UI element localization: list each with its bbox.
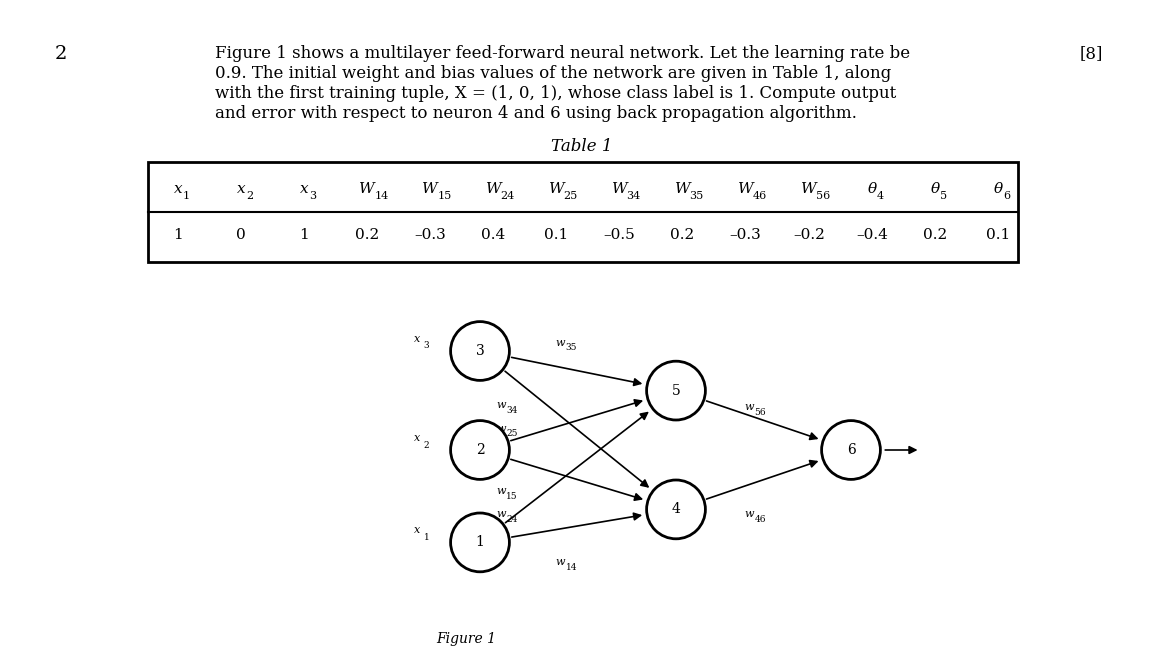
Text: 35: 35 [566,343,577,352]
Circle shape [450,513,510,572]
Text: x: x [236,182,246,196]
Text: 24: 24 [506,515,517,524]
Text: 56: 56 [816,191,830,201]
Text: 2: 2 [55,45,68,63]
Text: w: w [555,557,566,567]
Text: w: w [745,510,754,520]
Text: 2: 2 [476,443,484,457]
Text: 14: 14 [566,563,577,572]
Text: 25: 25 [506,429,518,438]
Text: 4: 4 [876,191,883,201]
Bar [148,162,1018,262]
Text: 0.1: 0.1 [986,228,1010,242]
Text: –0.4: –0.4 [856,228,888,242]
Text: –0.5: –0.5 [604,228,636,242]
Text: x: x [414,525,420,535]
Text: θ: θ [930,182,939,196]
Text: 1: 1 [476,535,484,549]
Text: Table 1: Table 1 [552,138,612,155]
Text: –0.3: –0.3 [730,228,761,242]
Text: 5: 5 [939,191,947,201]
Text: 56: 56 [754,408,766,416]
Text: 2: 2 [424,440,430,449]
Text: 15: 15 [438,191,452,201]
Text: x: x [173,182,183,196]
Text: w: w [745,402,754,412]
Text: W: W [612,182,627,196]
Text: W: W [485,182,502,196]
Text: 34: 34 [506,406,517,415]
Circle shape [450,322,510,380]
Text: 15: 15 [506,492,518,501]
Text: 0.1: 0.1 [545,228,568,242]
Text: 3: 3 [424,342,430,350]
Text: 6: 6 [846,443,856,457]
Text: w: w [496,510,505,520]
Text: W: W [675,182,690,196]
Text: 5: 5 [672,383,681,398]
Text: 0.4: 0.4 [481,228,505,242]
Text: 1: 1 [183,191,190,201]
Text: 4: 4 [672,502,681,516]
Text: W: W [801,182,817,196]
Circle shape [646,361,705,420]
Text: –0.2: –0.2 [793,228,825,242]
Text: and error with respect to neuron 4 and 6 using back propagation algorithm.: and error with respect to neuron 4 and 6… [215,105,857,122]
Text: 34: 34 [626,191,641,201]
Text: 2: 2 [246,191,254,201]
Text: –0.3: –0.3 [414,228,446,242]
Text: 0.2: 0.2 [670,228,695,242]
Text: 0: 0 [236,228,246,242]
Text: 1: 1 [173,228,183,242]
Circle shape [822,420,880,479]
Text: 3: 3 [476,344,484,358]
Text: W: W [423,182,438,196]
Text: 35: 35 [689,191,704,201]
Text: x: x [414,433,420,443]
Text: x: x [300,182,308,196]
Text: 25: 25 [563,191,577,201]
Text: 3: 3 [310,191,317,201]
Text: Figure 1: Figure 1 [436,631,496,646]
Text: 1: 1 [299,228,308,242]
Text: 24: 24 [501,191,514,201]
Text: w: w [496,401,505,410]
Text: w: w [496,424,505,434]
Text: θ: θ [867,182,876,196]
Text: 6: 6 [1003,191,1010,201]
Text: with the first training tuple, X = (1, 0, 1), whose class label is 1. Compute ou: with the first training tuple, X = (1, 0… [215,85,896,102]
Text: 14: 14 [375,191,389,201]
Text: 0.2: 0.2 [355,228,379,242]
Text: w: w [496,486,505,496]
Text: Figure 1 shows a multilayer feed-forward neural network. Let the learning rate b: Figure 1 shows a multilayer feed-forward… [215,45,910,62]
Text: W: W [548,182,565,196]
Text: x: x [414,334,420,344]
Text: θ: θ [993,182,1002,196]
Text: w: w [555,338,566,348]
Text: 1: 1 [424,533,430,542]
Text: 0.2: 0.2 [923,228,947,242]
Text: [8]: [8] [1080,45,1103,62]
Circle shape [450,420,510,479]
Text: 46: 46 [754,515,766,524]
Text: W: W [738,182,753,196]
Text: W: W [360,182,375,196]
Text: 0.9. The initial weight and bias values of the network are given in Table 1, alo: 0.9. The initial weight and bias values … [215,65,892,82]
Text: 46: 46 [753,191,767,201]
Circle shape [646,480,705,539]
